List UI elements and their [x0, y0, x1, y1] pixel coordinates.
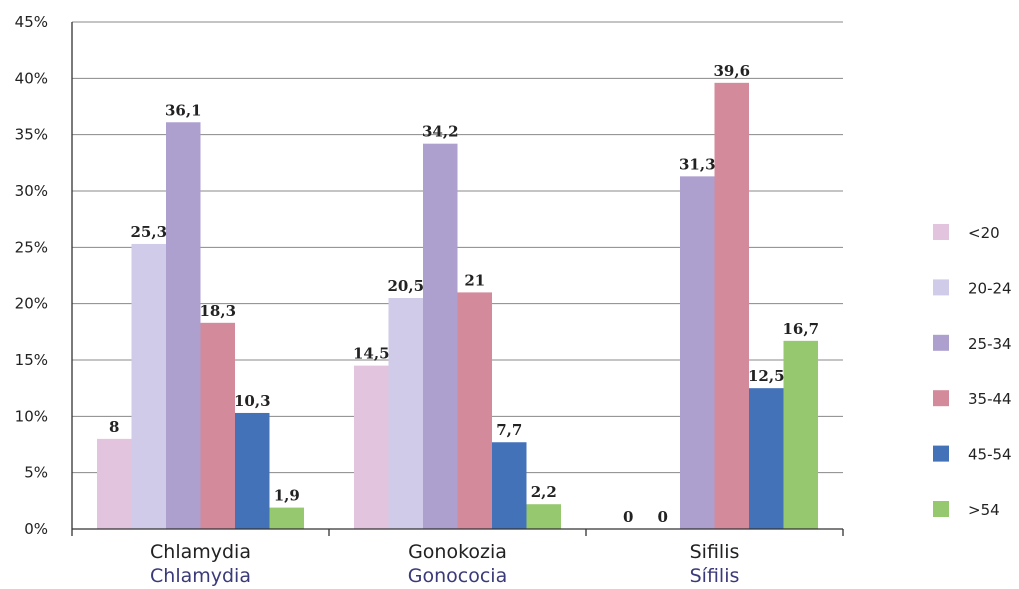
- value-labels: 8 25,3 36,1 18,3 10,3 1,9 14,5 20,5 34,2 21 7,7 2,2…: [109, 62, 819, 526]
- bar: [492, 442, 527, 529]
- y-tick-label: 0%: [24, 520, 48, 538]
- y-tick-label: 25%: [15, 238, 48, 256]
- bar-value-label: 20,5: [387, 277, 424, 295]
- legend-swatch: [933, 224, 949, 240]
- bar: [783, 340, 818, 529]
- legend-swatch: [933, 334, 949, 351]
- bar: [714, 82, 749, 529]
- bar: [97, 438, 132, 529]
- bars: [97, 82, 818, 530]
- legend-swatch: [933, 445, 949, 462]
- y-axis-ticks: 0% 5% 10% 15% 20% 25% 30% 35% 40% 45%: [15, 13, 48, 538]
- bar: [166, 122, 201, 530]
- bar-value-label: 2,2: [531, 483, 557, 501]
- legend-swatch: [933, 501, 949, 517]
- bar: [680, 176, 715, 529]
- bar-value-label: 8: [109, 418, 119, 436]
- bar-value-label: 10,3: [234, 392, 271, 410]
- bar-value-label: 31,3: [679, 155, 716, 173]
- y-tick-label: 35%: [15, 126, 48, 144]
- legend-label: >54: [968, 501, 1000, 519]
- legend-label: 20-24: [968, 279, 1012, 297]
- category-sublabel: Sífilis: [690, 565, 740, 587]
- axes: [71, 22, 844, 536]
- y-tick-label: 20%: [15, 295, 48, 313]
- category-label: Sifilis: [690, 541, 740, 563]
- bar-value-label: 16,7: [782, 320, 819, 338]
- bar-value-label: 0: [623, 508, 633, 526]
- bar-value-label: 34,2: [422, 123, 459, 141]
- bar-value-label: 21: [464, 271, 485, 289]
- bar: [423, 143, 458, 529]
- legend: <20 20-24 25-34 35-44 45-54 >54: [933, 224, 1012, 519]
- bar: [354, 365, 389, 529]
- bar-value-label: 25,3: [130, 223, 167, 241]
- legend-swatch: [933, 390, 949, 407]
- bar: [526, 504, 561, 529]
- bar-value-label: 12,5: [748, 367, 785, 385]
- bar: [749, 388, 784, 529]
- bar: [457, 292, 492, 529]
- legend-label: 45-54: [968, 446, 1012, 464]
- bar-value-label: 0: [658, 508, 668, 526]
- bar-value-label: 39,6: [713, 62, 750, 80]
- y-tick-label: 10%: [15, 407, 48, 425]
- y-tick-label: 30%: [15, 182, 48, 200]
- y-tick-label: 15%: [15, 351, 48, 369]
- bar: [388, 298, 423, 529]
- bar-value-label: 1,9: [274, 487, 300, 505]
- y-tick-label: 5%: [24, 464, 48, 482]
- bar: [269, 507, 304, 529]
- category-label: Chlamydia: [150, 541, 251, 563]
- bar-value-label: 7,7: [496, 421, 522, 439]
- y-tick-label: 45%: [15, 13, 48, 31]
- y-tick-label: 40%: [15, 69, 48, 87]
- bar: [200, 322, 235, 529]
- legend-label: 25-34: [968, 335, 1012, 353]
- category-sublabel: Chlamydia: [150, 565, 251, 587]
- bar: [235, 412, 270, 529]
- legend-label: <20: [968, 224, 1000, 242]
- category-sublabel: Gonococia: [408, 565, 507, 587]
- legend-label: 35-44: [968, 390, 1012, 408]
- bar-value-label: 18,3: [199, 302, 236, 320]
- bar: [131, 243, 166, 529]
- bar-value-label: 14,5: [353, 345, 390, 363]
- bar-value-label: 36,1: [165, 101, 202, 119]
- category-label: Gonokozia: [408, 541, 507, 563]
- legend-swatch: [933, 279, 949, 296]
